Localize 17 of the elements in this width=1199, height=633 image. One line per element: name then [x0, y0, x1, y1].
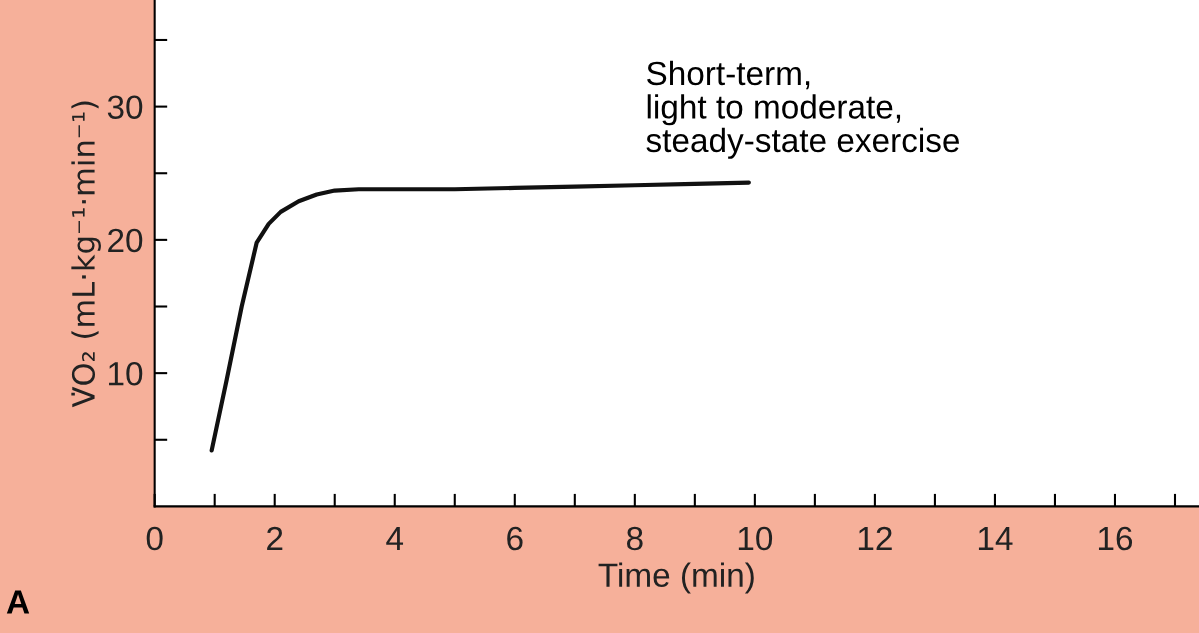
- x-tick-label: 12: [858, 526, 892, 550]
- y-axis-title: V̇O₂ (mL·kg⁻¹·min⁻¹): [71, 101, 101, 408]
- x-tick-label: 6: [507, 526, 523, 551]
- x-tick-label: 4: [386, 527, 404, 550]
- y-tick-label: 30: [107, 95, 143, 120]
- y-tick-label: 20: [108, 228, 143, 253]
- x-tick-label: 16: [1098, 526, 1133, 551]
- x-tick-label: 0: [146, 526, 163, 551]
- line-series: [209, 180, 751, 453]
- x-tick-label: 14: [978, 527, 1013, 550]
- x-tick-label: 8: [627, 526, 643, 551]
- x-tick-label: 10: [738, 526, 773, 551]
- annotation: Short-term, light to moderate, steady-state exercise: [646, 60, 959, 159]
- text: A: [6, 590, 30, 614]
- x-tick-label: 2: [267, 526, 283, 550]
- y-tick-label: 10: [109, 361, 143, 386]
- x-axis-title: Time (min): [598, 562, 754, 594]
